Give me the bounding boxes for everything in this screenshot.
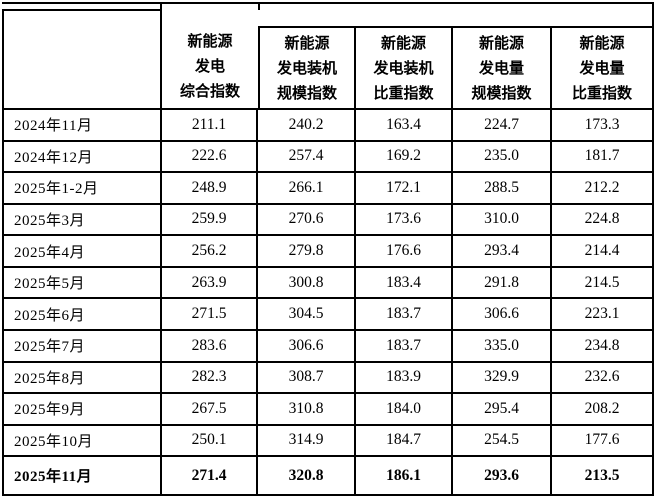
value-cell: 310.8: [258, 394, 356, 426]
row-label-cell: 2025年3月: [2, 204, 162, 237]
value-cell: 288.5: [453, 173, 552, 205]
value-cell: 308.7: [258, 362, 356, 395]
value-cell: 320.8: [258, 457, 356, 496]
value-cell: 283.6: [162, 330, 258, 363]
row-label-cell: 2025年6月: [2, 299, 162, 331]
value-cell: 271.4: [162, 457, 258, 496]
header-capacity-scale-index: 新能源 发电装机 规模指数: [258, 28, 356, 110]
value-cell: 295.4: [453, 394, 552, 426]
value-cell: 224.8: [552, 204, 654, 237]
value-cell: 254.5: [453, 425, 552, 458]
row-label-cell: 2025年4月: [2, 236, 162, 268]
value-cell: 329.9: [453, 362, 552, 395]
row-label-cell: 2024年12月: [2, 141, 162, 174]
value-cell: 183.7: [356, 299, 453, 331]
value-cell: 184.7: [356, 425, 453, 458]
value-cell: 224.7: [453, 110, 552, 142]
value-cell: 208.2: [552, 394, 654, 426]
value-cell: 271.5: [162, 299, 258, 331]
value-cell: 306.6: [258, 330, 356, 363]
value-cell: 232.6: [552, 362, 654, 395]
value-cell: 282.3: [162, 362, 258, 395]
header-generation-share-index: 新能源 发电量 比重指数: [552, 28, 654, 110]
corner-header-cell: [2, 2, 162, 110]
table-row: 2025年7月 283.6 306.6 183.7 335.0 234.8: [2, 330, 654, 363]
header-spacer-cell: [258, 2, 654, 28]
header-strip-row: 新能源 发电 综合指数: [2, 2, 654, 110]
header-row: 新能源 发电装机 规模指数 新能源 发电装机 比重指数 新能源 发电量 规模指数…: [2, 28, 654, 110]
value-cell: 248.9: [162, 173, 258, 205]
value-cell: 186.1: [356, 457, 453, 496]
value-cell: 291.8: [453, 267, 552, 300]
value-cell: 177.6: [552, 425, 654, 458]
value-cell: 212.2: [552, 173, 654, 205]
value-cell: 234.8: [552, 330, 654, 363]
row-label-cell: 2024年11月: [2, 110, 162, 142]
value-cell: 250.1: [162, 425, 258, 458]
value-cell: 173.3: [552, 110, 654, 142]
value-cell: 172.1: [356, 173, 453, 205]
value-cell: 306.6: [453, 299, 552, 331]
value-cell: 259.9: [162, 204, 258, 237]
value-cell: 240.2: [258, 110, 356, 142]
value-cell: 183.7: [356, 330, 453, 363]
value-cell: 256.2: [162, 236, 258, 268]
value-cell: 214.5: [552, 267, 654, 300]
value-cell: 176.6: [356, 236, 453, 268]
value-cell: 257.4: [258, 141, 356, 174]
row-label-cell: 2025年8月: [2, 362, 162, 395]
value-cell: 335.0: [453, 330, 552, 363]
value-cell: 270.6: [258, 204, 356, 237]
row-label-cell: 2025年9月: [2, 394, 162, 426]
value-cell: 213.5: [552, 457, 654, 496]
table-row: 2025年4月 256.2 279.8 176.6 293.4 214.4: [2, 236, 654, 268]
row-label-cell: 2025年5月: [2, 267, 162, 300]
value-cell: 183.9: [356, 362, 453, 395]
table-row: 2025年5月 263.9 300.8 183.4 291.8 214.5: [2, 267, 654, 300]
value-cell: 263.9: [162, 267, 258, 300]
value-cell: 293.4: [453, 236, 552, 268]
value-cell: 279.8: [258, 236, 356, 268]
value-cell: 314.9: [258, 425, 356, 458]
value-cell: 222.6: [162, 141, 258, 174]
row-label-cell: 2025年10月: [2, 425, 162, 458]
table-row: 2024年11月 211.1 240.2 163.4 224.7 173.3: [2, 110, 654, 142]
table-row: 2025年8月 282.3 308.7 183.9 329.9 232.6: [2, 362, 654, 395]
table-row-latest: 2025年11月 271.4 320.8 186.1 293.6 213.5: [2, 457, 654, 496]
value-cell: 310.0: [453, 204, 552, 237]
table-row: 2025年6月 271.5 304.5 183.7 306.6 223.1: [2, 299, 654, 331]
value-cell: 169.2: [356, 141, 453, 174]
table-row: 2025年3月 259.9 270.6 173.6 310.0 224.8: [2, 204, 654, 237]
table-row: 2024年12月 222.6 257.4 169.2 235.0 181.7: [2, 141, 654, 174]
row-label-cell: 2025年11月: [2, 457, 162, 496]
value-cell: 223.1: [552, 299, 654, 331]
table-row: 2025年9月 267.5 310.8 184.0 295.4 208.2: [2, 394, 654, 426]
table-row: 2025年10月 250.1 314.9 184.7 254.5 177.6: [2, 425, 654, 458]
value-cell: 181.7: [552, 141, 654, 174]
value-cell: 211.1: [162, 110, 258, 142]
value-cell: 173.6: [356, 204, 453, 237]
header-generation-scale-index: 新能源 发电量 规模指数: [453, 28, 552, 110]
value-cell: 184.0: [356, 394, 453, 426]
header-composite-index: 新能源 发电 综合指数: [162, 2, 258, 110]
value-cell: 300.8: [258, 267, 356, 300]
value-cell: 214.4: [552, 236, 654, 268]
row-label-cell: 2025年7月: [2, 330, 162, 363]
value-cell: 266.1: [258, 173, 356, 205]
row-label-cell: 2025年1-2月: [2, 173, 162, 205]
value-cell: 183.4: [356, 267, 453, 300]
header-capacity-share-index: 新能源 发电装机 比重指数: [356, 28, 453, 110]
value-cell: 267.5: [162, 394, 258, 426]
value-cell: 163.4: [356, 110, 453, 142]
value-cell: 304.5: [258, 299, 356, 331]
table-row: 2025年1-2月 248.9 266.1 172.1 288.5 212.2: [2, 173, 654, 205]
value-cell: 293.6: [453, 457, 552, 496]
value-cell: 235.0: [453, 141, 552, 174]
